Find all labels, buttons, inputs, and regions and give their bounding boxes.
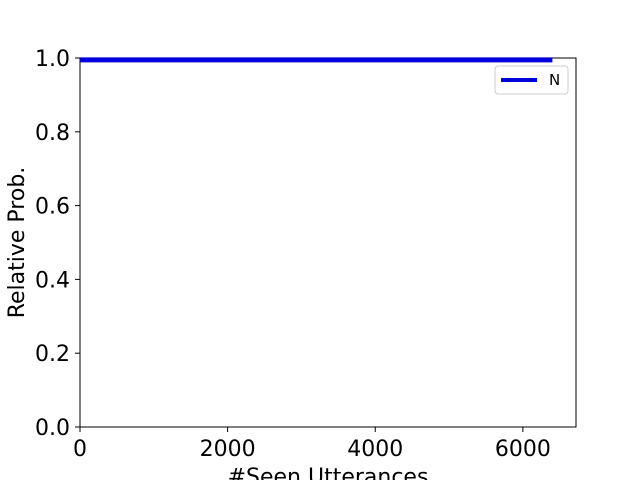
legend: N <box>494 65 569 95</box>
y-tick-label: 0.4 <box>35 268 70 293</box>
y-tick-label: 0.6 <box>35 195 70 220</box>
y-tick-label: 1.0 <box>35 47 70 72</box>
x-tick-label: 0 <box>73 437 87 462</box>
plot-area <box>79 57 577 428</box>
y-tick-label: 0.0 <box>35 416 70 441</box>
x-axis-title: #Seen Utterances <box>228 465 429 480</box>
x-tick-label: 6000 <box>495 437 551 462</box>
y-tick-label: 0.2 <box>35 342 70 367</box>
x-tick-label: 4000 <box>347 437 403 462</box>
x-axis: 0 2000 4000 6000 <box>73 427 551 462</box>
y-axis: 0.0 0.2 0.4 0.6 0.8 1.0 <box>35 47 80 441</box>
y-axis-title: Relative Prob. <box>5 167 30 319</box>
x-tick-label: 2000 <box>200 437 256 462</box>
plot-frame <box>79 57 577 428</box>
y-tick-label: 0.8 <box>35 121 70 146</box>
legend-label: N <box>549 71 560 89</box>
